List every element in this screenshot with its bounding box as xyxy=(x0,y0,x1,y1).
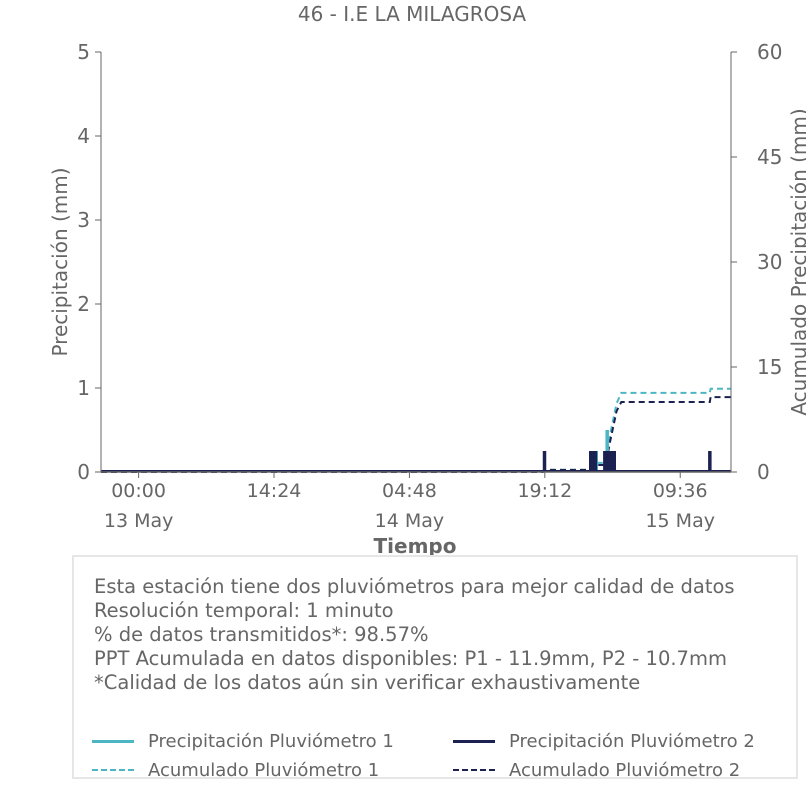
x-tick-label: 14:24 xyxy=(247,480,302,502)
legend-label: Acumulado Pluviómetro 2 xyxy=(509,759,741,781)
y2-tick-label: 0 xyxy=(757,460,770,484)
info-lines: Esta estación tiene dos pluviómetros par… xyxy=(94,575,735,695)
legend-item-accum-p1: Acumulado Pluviómetro 1 xyxy=(92,758,379,782)
x-axis-label: Tiempo xyxy=(374,534,457,558)
y-tick-label: 2 xyxy=(77,292,90,316)
legend-item-accum-p2: Acumulado Pluviómetro 2 xyxy=(453,758,740,782)
legend-item-precip-p2: Precipitación Pluviómetro 2 xyxy=(453,729,755,753)
x-tick-label: 19:12 xyxy=(517,480,572,502)
y-tick-label: 3 xyxy=(77,208,90,232)
y2-tick-label: 60 xyxy=(757,40,782,64)
info-line-stations: Esta estación tiene dos pluviómetros par… xyxy=(94,575,735,598)
legend-label: Acumulado Pluviómetro 1 xyxy=(148,759,380,781)
legend-swatch-dashed-teal xyxy=(92,769,134,771)
y-tick-label: 4 xyxy=(77,124,90,148)
accumulated-line xyxy=(101,396,731,473)
y-tick-label: 1 xyxy=(77,376,90,400)
info-line-resolution: Resolución temporal: 1 minuto xyxy=(94,599,394,622)
info-line-quality: *Calidad de los datos aún sin verificar … xyxy=(94,671,641,694)
y2-axis-label: Acumulado Precipitación (mm) xyxy=(787,108,806,415)
y2-tick-label: 45 xyxy=(757,145,782,169)
legend-label: Precipitación Pluviómetro 2 xyxy=(509,730,755,752)
x-tick-label: 00:00 xyxy=(111,480,166,502)
x-tick-label: 04:48 xyxy=(382,480,437,502)
legend-swatch-solid-navy xyxy=(453,739,495,743)
legend-item-precip-p1: Precipitación Pluviómetro 1 xyxy=(92,729,394,753)
legend-swatch-solid-teal xyxy=(92,739,134,743)
legend-label: Precipitación Pluviómetro 1 xyxy=(148,730,394,752)
y-tick-label: 5 xyxy=(77,40,90,64)
x-tick-label: 09:36 xyxy=(653,480,708,502)
y2-tick-label: 15 xyxy=(757,355,782,379)
chart-title: 46 - I.E LA MILAGROSA xyxy=(298,2,527,26)
x-tick-date-label: 15 May xyxy=(645,510,715,532)
y-tick-label: 0 xyxy=(77,460,90,484)
info-line-transmitted: % de datos transmitidos*: 98.57% xyxy=(94,623,429,646)
y2-tick-label: 30 xyxy=(757,250,782,274)
info-line-accumulated: PPT Acumulada en datos disponibles: P1 -… xyxy=(94,647,727,670)
legend-swatch-dashed-navy xyxy=(453,769,495,771)
x-tick-date-label: 13 May xyxy=(104,510,174,532)
legend: Precipitación Pluviómetro 1 Precipitació… xyxy=(92,729,792,787)
y-axis-label: Precipitación (mm) xyxy=(48,167,72,356)
accumulated-line xyxy=(101,387,731,473)
x-tick-date-label: 14 May xyxy=(375,510,445,532)
info-box: Esta estación tiene dos pluviómetros par… xyxy=(72,555,798,781)
